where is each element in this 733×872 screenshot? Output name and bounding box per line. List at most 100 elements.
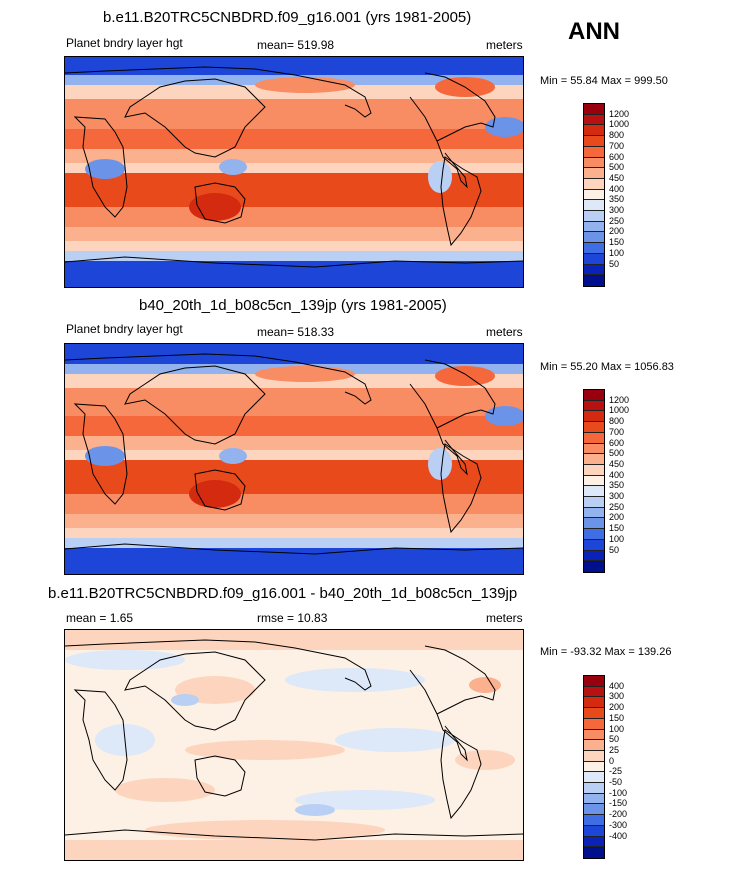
panel-3-map [65, 630, 523, 860]
colorbar-tick-label: 150 [609, 237, 625, 248]
colorbar-tick-label: 400 [609, 183, 625, 194]
colorbar-tick-label: 50 [609, 734, 620, 745]
colorbar-tick-label: 700 [609, 426, 625, 437]
colorbar-tick-label: 1200 [609, 394, 630, 405]
colorbar-tick-label: 300 [609, 491, 625, 502]
colorbar-swatch [584, 454, 604, 465]
colorbar-swatch [584, 200, 604, 212]
colorbar-swatch [584, 518, 604, 530]
colorbar-swatch [584, 740, 604, 751]
colorbar-tick-label: 200 [609, 702, 625, 713]
colorbar-tick-label: 400 [609, 469, 625, 480]
colorbar-swatch [584, 464, 604, 476]
colorbar-tick-label: 0 [609, 755, 615, 766]
colorbar-tick-label: 500 [609, 448, 625, 459]
colorbar-swatch [584, 497, 604, 508]
panel-3-map-svg [65, 630, 523, 860]
colorbar-tick-label: 150 [609, 712, 625, 723]
colorbar-swatch [584, 189, 604, 201]
colorbar-swatch [584, 432, 604, 444]
colorbar-tick-label: 300 [609, 691, 625, 702]
panel-2-minmax: Min = 55.20 Max = 1056.83 [540, 361, 674, 373]
colorbar-swatch [584, 836, 604, 848]
colorbar-tick-label: 400 [609, 680, 625, 691]
colorbar-tick-label: 100 [609, 247, 625, 258]
panel-1-units-label: meters [486, 38, 523, 52]
colorbar-swatch [584, 243, 604, 254]
colorbar-swatch [584, 697, 604, 709]
panel-1-map-frame [64, 56, 524, 288]
colorbar-tick-label: 150 [609, 523, 625, 534]
colorbar-swatch [584, 146, 604, 158]
panel-3-units-label: meters [486, 611, 523, 625]
panel-1-title: b.e11.B20TRC5CNBDRD.f09_g16.001 (yrs 198… [103, 9, 472, 26]
panel-2-units-label: meters [486, 325, 523, 339]
colorbar-swatch [584, 422, 604, 433]
panel-1-variable-label: Planet bndry layer hgt [66, 36, 183, 50]
colorbar-tick-label: 100 [609, 723, 625, 734]
colorbar-swatch [584, 443, 604, 455]
panel-3-rmse-label: rmse = 10.83 [257, 611, 328, 625]
colorbar-swatch [584, 539, 604, 551]
colorbar-tick-label: 50 [609, 258, 620, 269]
panel-3-map-frame [64, 629, 524, 861]
colorbar-tick-label: 1000 [609, 405, 630, 416]
panel-2-title: b40_20th_1d_b08c5cn_139jp (yrs 1981-2005… [139, 297, 447, 314]
panel-1-map-svg [65, 57, 523, 287]
colorbar-swatch [584, 157, 604, 169]
panel-2-map-svg [65, 344, 523, 574]
colorbar-swatch [584, 847, 604, 858]
colorbar-swatch [584, 815, 604, 826]
colorbar-swatch [584, 275, 604, 286]
panel-2-map [65, 344, 523, 574]
colorbar-swatch [584, 232, 604, 244]
colorbar-swatch [584, 676, 604, 687]
colorbar-tick-label: 1000 [609, 119, 630, 130]
panel-2-variable-label: Planet bndry layer hgt [66, 322, 183, 336]
panel-3-mean-label: mean = 1.65 [66, 611, 134, 625]
colorbar-swatch [584, 125, 604, 137]
colorbar-tick-label: -400 [609, 830, 628, 841]
colorbar-swatch [584, 561, 604, 572]
colorbar-tick-label: 800 [609, 130, 625, 141]
colorbar-tick-label: 600 [609, 437, 625, 448]
colorbar-swatch [584, 168, 604, 179]
colorbar-swatch [584, 772, 604, 784]
colorbar-tick-label: -50 [609, 777, 623, 788]
panel-3-minmax: Min = -93.32 Max = 139.26 [540, 646, 672, 658]
panel-1-mean-label: mean= 519.98 [257, 38, 335, 52]
panel-1-colorbar-swatches [583, 103, 605, 287]
panel-1-map [65, 57, 523, 287]
panel-2-mean-label: mean= 518.33 [257, 325, 335, 339]
colorbar-swatch [584, 136, 604, 147]
colorbar-tick-label: 200 [609, 512, 625, 523]
colorbar-tick-label: 1200 [609, 108, 630, 119]
colorbar-tick-label: -100 [609, 787, 628, 798]
colorbar-tick-label: 250 [609, 215, 625, 226]
colorbar-tick-label: -25 [609, 766, 623, 777]
colorbar-swatch [584, 411, 604, 423]
colorbar-tick-label: 500 [609, 162, 625, 173]
colorbar-swatch [584, 708, 604, 719]
colorbar-swatch [584, 761, 604, 773]
colorbar-tick-label: 100 [609, 533, 625, 544]
colorbar-swatch [584, 804, 604, 816]
colorbar-tick-label: 25 [609, 744, 620, 755]
colorbar-swatch [584, 686, 604, 698]
colorbar-swatch [584, 825, 604, 837]
colorbar-tick-label: 450 [609, 458, 625, 469]
panel-3-colorbar-swatches [583, 675, 605, 859]
colorbar-swatch [584, 783, 604, 794]
colorbar-swatch [584, 104, 604, 115]
colorbar-swatch [584, 211, 604, 222]
colorbar-swatch [584, 114, 604, 126]
colorbar-tick-label: -150 [609, 798, 628, 809]
season-label: ANN [568, 18, 620, 45]
colorbar-tick-label: 350 [609, 194, 625, 205]
colorbar-tick-label: 450 [609, 172, 625, 183]
colorbar-swatch [584, 400, 604, 412]
colorbar-swatch [584, 507, 604, 519]
colorbar-swatch [584, 486, 604, 498]
panel-3-title: b.e11.B20TRC5CNBDRD.f09_g16.001 - b40_20… [48, 585, 518, 602]
colorbar-tick-label: 200 [609, 226, 625, 237]
